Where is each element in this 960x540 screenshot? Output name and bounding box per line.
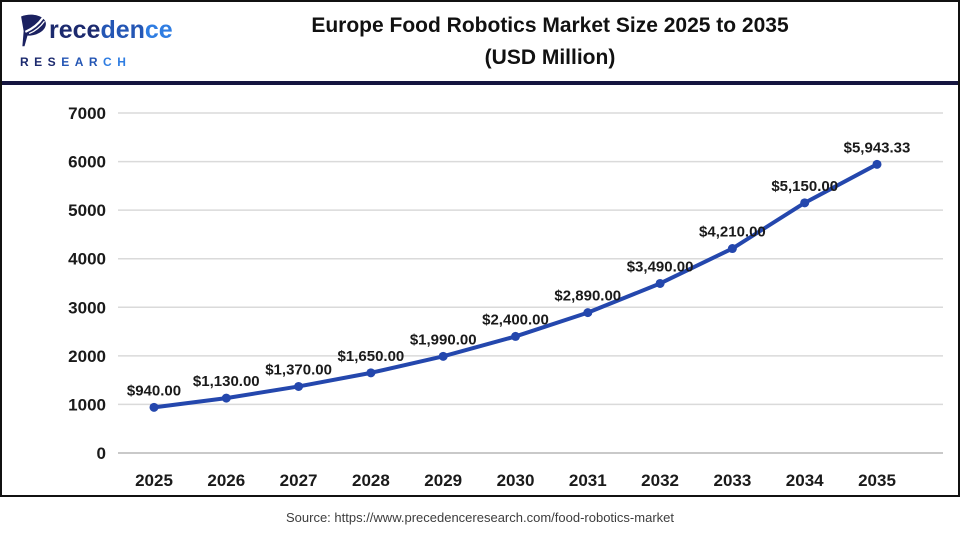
data-point bbox=[221, 393, 231, 403]
y-axis-tick-label: 1000 bbox=[68, 395, 106, 414]
x-axis-tick-label: 2029 bbox=[424, 471, 462, 490]
title-line-1: Europe Food Robotics Market Size 2025 to… bbox=[311, 14, 789, 37]
data-point bbox=[655, 278, 665, 288]
x-axis-tick-label: 2032 bbox=[641, 471, 679, 490]
data-point bbox=[800, 198, 810, 208]
x-axis-tick-label: 2026 bbox=[207, 471, 245, 490]
header-divider bbox=[2, 81, 958, 85]
logo-text-part: den bbox=[100, 16, 145, 44]
data-point bbox=[149, 402, 159, 412]
y-axis-tick-label: 4000 bbox=[68, 250, 106, 269]
x-axis-tick-label: 2034 bbox=[786, 471, 824, 490]
data-value-label: $2,400.00 bbox=[482, 311, 549, 328]
x-axis-tick-label: 2033 bbox=[713, 471, 751, 490]
data-point bbox=[511, 331, 520, 341]
precedence-research-logo: rece den ce RESEARCH bbox=[18, 14, 188, 69]
trend-line bbox=[152, 162, 879, 410]
y-axis-tick-label: 6000 bbox=[68, 153, 106, 172]
data-value-label: $940.00 bbox=[127, 382, 181, 399]
precedence-leaf-icon bbox=[18, 14, 49, 52]
data-value-label: $1,130.00 bbox=[193, 373, 260, 390]
x-axis-tick-label: 2028 bbox=[352, 471, 390, 490]
data-point bbox=[366, 368, 376, 378]
x-axis-tick-label: 2030 bbox=[497, 471, 535, 490]
data-value-label: $4,210.00 bbox=[699, 224, 766, 241]
y-axis-tick-label: 0 bbox=[97, 444, 106, 463]
y-axis-tick-label: 3000 bbox=[68, 298, 106, 317]
data-point bbox=[294, 381, 304, 391]
x-axis-tick-label: 2035 bbox=[858, 471, 896, 490]
x-axis-tick-label: 2031 bbox=[569, 471, 607, 490]
title-line-2: (USD Million) bbox=[484, 46, 616, 69]
data-value-label: $3,490.00 bbox=[627, 258, 694, 275]
logo-text-part: ce bbox=[144, 16, 173, 44]
y-axis-tick-label: 2000 bbox=[68, 347, 106, 366]
source-attribution: Source: https://www.precedenceresearch.c… bbox=[285, 510, 674, 525]
data-value-label: $1,990.00 bbox=[410, 331, 477, 348]
y-axis-tick-label: 7000 bbox=[68, 104, 106, 123]
chart-frame: rece den ce RESEARCH Europe Food Robotic… bbox=[0, 0, 960, 497]
line-chart: 0 1000 2000 3000 4000 5000 6000 7000 2025 2026 202… bbox=[68, 104, 943, 490]
logo-subtitle: RESEARCH bbox=[20, 55, 132, 69]
data-value-label: $1,650.00 bbox=[338, 348, 405, 365]
data-value-label: $2,890.00 bbox=[554, 288, 621, 305]
x-axis-tick-label: 2025 bbox=[135, 471, 173, 490]
data-point bbox=[872, 159, 882, 169]
data-value-label: $5,150.00 bbox=[771, 178, 838, 195]
data-point bbox=[583, 308, 593, 318]
data-point bbox=[438, 351, 448, 361]
data-value-label: $1,370.00 bbox=[265, 361, 332, 378]
logo-wordmark: rece den ce bbox=[18, 14, 188, 52]
y-axis-tick-label: 5000 bbox=[68, 201, 106, 220]
logo-text-part: rece bbox=[49, 16, 101, 44]
data-value-label: $5,943.33 bbox=[844, 139, 911, 156]
page-title: Europe Food Robotics Market Size 2025 to… bbox=[167, 10, 933, 74]
x-axis-tick-label: 2027 bbox=[280, 471, 318, 490]
data-point bbox=[727, 244, 737, 254]
